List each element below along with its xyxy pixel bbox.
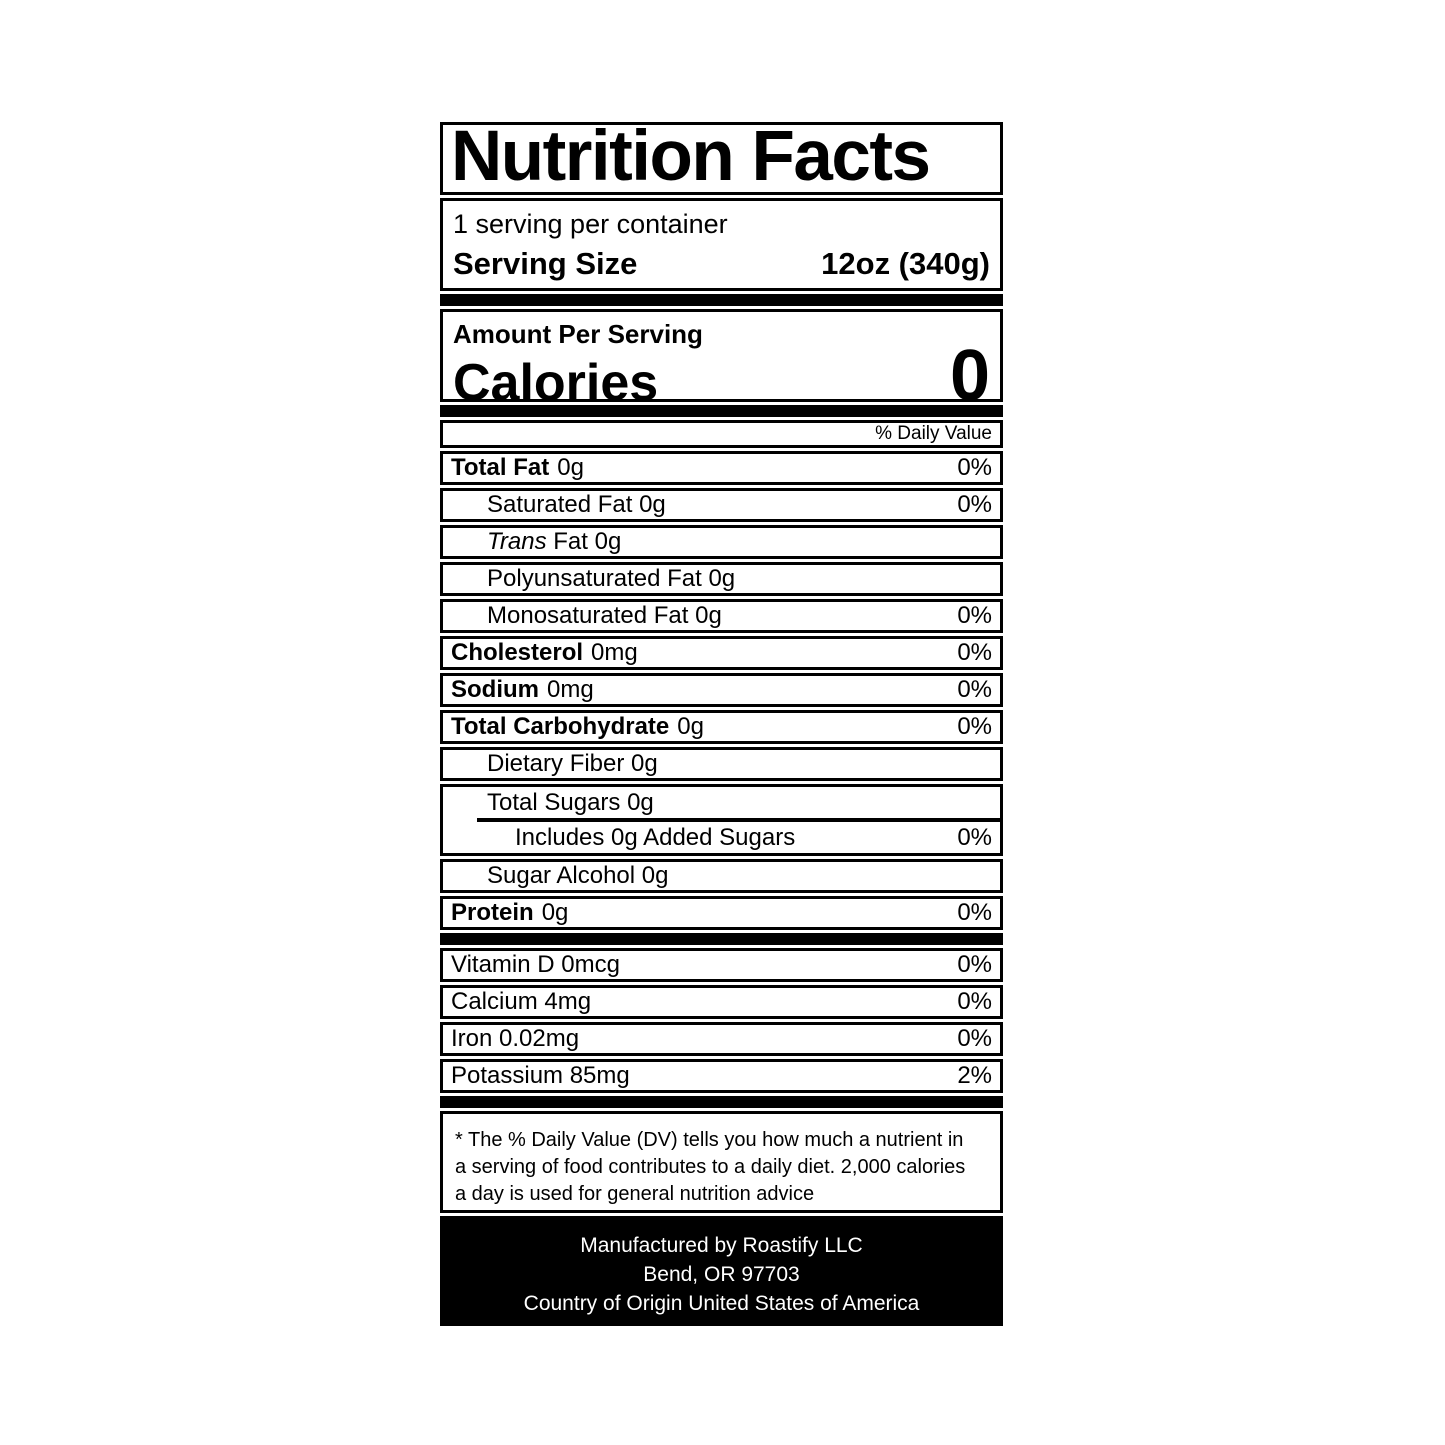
- serving-size-value: 12oz (340g): [821, 246, 990, 281]
- daily-value-footnote: * The % Daily Value (DV) tells you how m…: [440, 1111, 1003, 1213]
- footnote-line: a serving of food contributes to a daily…: [455, 1156, 966, 1178]
- pct-total-fat: 0%: [957, 454, 992, 481]
- thick-divider-bar: [440, 933, 1003, 945]
- row-potassium: Potassium 85mg 2%: [440, 1059, 1003, 1093]
- pct-cholesterol: 0%: [957, 639, 992, 666]
- row-dietary-fiber: Dietary Fiber 0g: [440, 747, 1003, 781]
- serving-info-box: 1 serving per container Serving Size 12o…: [440, 198, 1003, 291]
- row-trans-fat: Trans Fat 0g: [440, 525, 1003, 559]
- pct-saturated-fat: 0%: [957, 491, 992, 518]
- calories-label: Calories: [453, 354, 659, 412]
- row-added-sugars: Includes 0g Added Sugars 0%: [515, 823, 992, 851]
- footer-line-manufacturer: Manufactured by Roastify LLC: [580, 1233, 863, 1257]
- amount-per-serving-label: Amount Per Serving: [453, 319, 703, 349]
- row-total-carbohydrate: Total Carbohydrate 0g 0%: [440, 710, 1003, 744]
- row-sugar-alcohol: Sugar Alcohol 0g: [440, 859, 1003, 893]
- row-vitamin-d: Vitamin D 0mcg 0%: [440, 948, 1003, 982]
- serving-size-row: Serving Size 12oz (340g): [453, 242, 990, 286]
- row-sodium: Sodium 0mg 0%: [440, 673, 1003, 707]
- thick-divider-bar: [440, 294, 1003, 306]
- thick-divider-bar: [440, 1096, 1003, 1108]
- pct-potassium: 2%: [957, 1062, 992, 1089]
- row-total-fat: Total Fat 0g 0%: [440, 451, 1003, 485]
- calories-value: 0: [949, 336, 990, 416]
- row-calcium: Calcium 4mg 0%: [440, 985, 1003, 1019]
- row-polyunsaturated-fat: Polyunsaturated Fat 0g: [440, 562, 1003, 596]
- row-iron: Iron 0.02mg 0%: [440, 1022, 1003, 1056]
- pct-monosaturated-fat: 0%: [957, 602, 992, 629]
- row-protein: Protein 0g 0%: [440, 896, 1003, 930]
- pct-calcium: 0%: [957, 988, 992, 1015]
- footnote-line: a day is used for general nutrition advi…: [455, 1183, 815, 1205]
- footer-line-address: Bend, OR 97703: [643, 1262, 800, 1286]
- pct-sodium: 0%: [957, 676, 992, 703]
- manufacturer-footer: Manufactured by Roastify LLC Bend, OR 97…: [440, 1216, 1003, 1326]
- sugars-box: Total Sugars 0g Includes 0g Added Sugars…: [440, 784, 1003, 856]
- added-sugars-divider: [477, 818, 1000, 822]
- calories-box: Amount Per Serving Calories 0: [440, 309, 1003, 412]
- daily-value-header: % Daily Value: [875, 423, 992, 444]
- calories-row: Calories 0: [453, 336, 990, 416]
- row-saturated-fat: Saturated Fat 0g 0%: [440, 488, 1003, 522]
- pct-iron: 0%: [957, 1025, 992, 1052]
- pct-added-sugars: 0%: [957, 823, 992, 851]
- serving-size-label: Serving Size: [453, 246, 638, 281]
- row-monosaturated-fat: Monosaturated Fat 0g 0%: [440, 599, 1003, 633]
- row-cholesterol: Cholesterol 0mg 0%: [440, 636, 1003, 670]
- row-total-sugars: Total Sugars 0g: [487, 788, 654, 816]
- nutrition-facts-label: Nutrition Facts 1 serving per container …: [440, 117, 1003, 1326]
- footnote-line: * The % Daily Value (DV) tells you how m…: [455, 1129, 964, 1151]
- thick-divider-bar: [440, 405, 1003, 417]
- pct-total-carbohydrate: 0%: [957, 713, 992, 740]
- pct-protein: 0%: [957, 899, 992, 926]
- footer-line-origin: Country of Origin United States of Ameri…: [523, 1291, 920, 1315]
- title-box: Nutrition Facts: [440, 117, 1003, 196]
- pct-vitamin-d: 0%: [957, 951, 992, 978]
- servings-per-container: 1 serving per container: [453, 209, 728, 239]
- daily-value-header-box: % Daily Value: [440, 420, 1003, 448]
- nutrition-facts-title: Nutrition Facts: [451, 117, 931, 196]
